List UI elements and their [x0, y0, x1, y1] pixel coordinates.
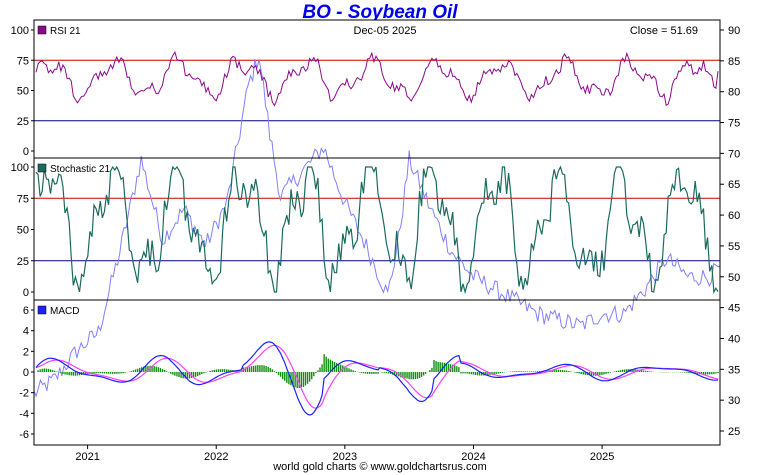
xtick-label: 2021: [75, 451, 99, 463]
indicator-lines: [35, 50, 719, 416]
stochastic-line: [35, 165, 719, 295]
xtick-label: 2024: [461, 451, 485, 463]
chart-title: BO - Soybean Oil: [302, 2, 458, 23]
ytick-label-rsi: 75: [17, 55, 29, 67]
legend-label-macd: MACD: [50, 306, 79, 317]
xtick-label: 2023: [333, 451, 357, 463]
legend-swatch-macd: [37, 305, 47, 315]
axes: 0 25 50 75 100 0 25 50 75 100 -6 -4 -2 0 2 4 6 25 30 35 40 45…: [11, 25, 741, 463]
price-tick-label: 80: [728, 87, 740, 99]
reference-lines: [34, 59, 720, 262]
xtick-label: 2022: [204, 451, 228, 463]
ytick-label-stochastic: 0: [23, 287, 29, 299]
price-tick-label: 55: [728, 241, 740, 253]
ytick-label-macd: 4: [23, 326, 29, 338]
date-label: Dec-05 2025: [354, 25, 417, 37]
ytick-label-rsi: 50: [17, 86, 29, 98]
panel-frames: [33, 19, 721, 446]
ytick-label-macd: -2: [19, 388, 29, 400]
price-tick-label: 65: [728, 179, 740, 191]
ytick-label-macd: 6: [23, 305, 29, 317]
ytick-label-macd: -4: [19, 408, 29, 420]
price-tick-label: 45: [728, 303, 740, 315]
price-tick-label: 30: [728, 395, 740, 407]
panel-backgrounds: [34, 20, 720, 445]
ytick-label-rsi: 100: [11, 25, 29, 37]
price-tick-label: 85: [728, 56, 740, 68]
legend-label-stochastic: Stochastic 21: [50, 164, 110, 175]
panel-bg-macd: [34, 300, 720, 445]
legend-swatch-rsi: [37, 25, 47, 35]
close-label: Close = 51.69: [630, 25, 698, 37]
price-tick-label: 90: [728, 25, 740, 37]
macd-line: [35, 341, 719, 416]
legend-label-rsi: RSI 21: [50, 26, 81, 37]
price-line: [33, 58, 721, 398]
ytick-label-stochastic: 100: [11, 162, 29, 174]
macd-signal-line: [35, 344, 719, 409]
ytick-label-stochastic: 25: [17, 256, 29, 268]
ytick-label-stochastic: 75: [17, 193, 29, 205]
panel-bg-rsi: [34, 20, 720, 158]
price-tick-label: 25: [728, 426, 740, 438]
legend-swatch-stochastic: [37, 163, 47, 173]
price-tick-label: 50: [728, 272, 740, 284]
price-tick-label: 60: [728, 210, 740, 222]
ytick-label-rsi: 0: [23, 146, 29, 158]
ytick-label-macd: 2: [23, 346, 29, 358]
price-tick-label: 70: [728, 148, 740, 160]
price-tick-label: 40: [728, 333, 740, 345]
price-tick-label: 75: [728, 118, 740, 130]
xtick-label: 2025: [590, 451, 614, 463]
rsi-line: [35, 50, 719, 107]
ytick-label-macd: -6: [19, 429, 29, 441]
ytick-label-rsi: 25: [17, 116, 29, 128]
ytick-label-stochastic: 50: [17, 225, 29, 237]
price-tick-label: 35: [728, 364, 740, 376]
price-overlay: [33, 58, 721, 398]
legends: RSI 21 Stochastic 21 MACD: [37, 25, 110, 317]
ytick-label-macd: 0: [23, 367, 29, 379]
footer-credit: world gold charts © www.goldchartsrus.co…: [273, 461, 487, 473]
